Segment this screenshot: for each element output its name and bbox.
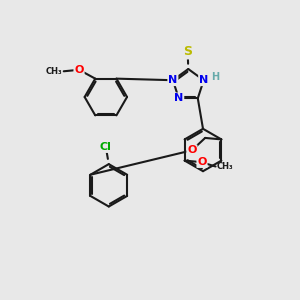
Text: N: N bbox=[199, 75, 208, 85]
Text: O: O bbox=[187, 145, 196, 155]
Text: N: N bbox=[174, 93, 183, 103]
Text: N: N bbox=[168, 75, 178, 85]
Text: S: S bbox=[183, 45, 192, 58]
Text: CH₃: CH₃ bbox=[217, 162, 234, 171]
Text: CH₃: CH₃ bbox=[46, 67, 62, 76]
Text: Cl: Cl bbox=[100, 142, 112, 152]
Text: O: O bbox=[74, 65, 84, 75]
Text: H: H bbox=[211, 72, 219, 82]
Text: O: O bbox=[197, 157, 207, 167]
